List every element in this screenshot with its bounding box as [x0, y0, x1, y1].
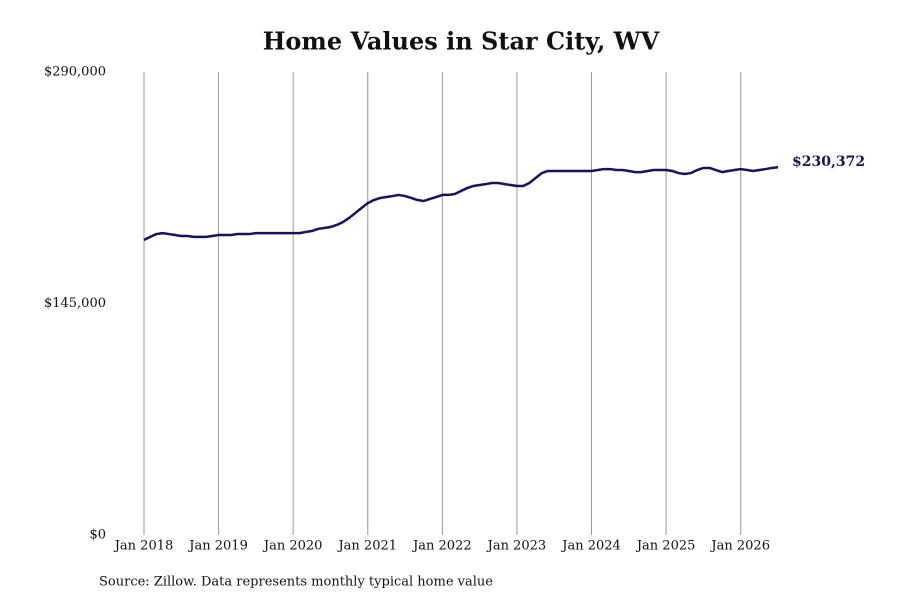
x-tick-label: Jan 2020 [262, 539, 323, 554]
x-tick-label: Jan 2023 [486, 539, 547, 554]
line [143, 165, 779, 242]
x-tick-label: Jan 2018 [113, 539, 174, 554]
x-tick-label: Jan 2021 [336, 539, 397, 554]
x-tick-label: Jan 2026 [709, 539, 770, 554]
x-tick-label: Jan 2019 [187, 539, 248, 554]
chart-title: Home Values in Star City, WV [263, 27, 660, 56]
source-note: Source: Zillow. Data represents monthly … [99, 575, 493, 590]
value-label: $230,372 [792, 154, 865, 170]
y-tick-label: $0 [89, 528, 106, 543]
x-tick-label: Jan 2024 [560, 539, 621, 554]
y-tick-label: $290,000 [44, 65, 106, 80]
x-tick-label: Jan 2025 [635, 539, 696, 554]
x-tick-label: Jan 2022 [411, 539, 472, 554]
y-tick-label: $145,000 [44, 296, 106, 311]
